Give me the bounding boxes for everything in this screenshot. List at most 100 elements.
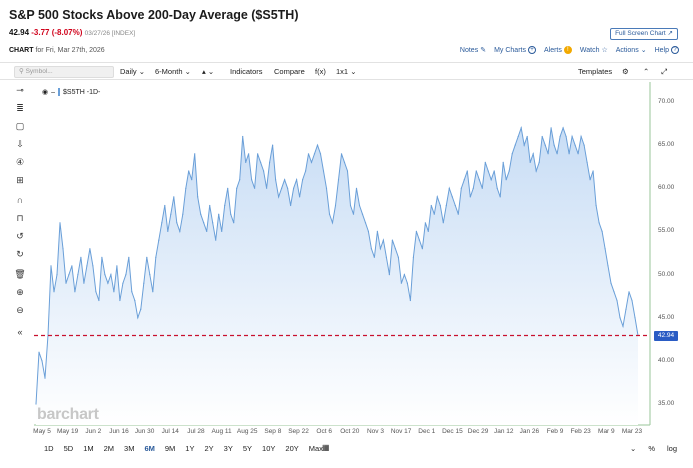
data-point xyxy=(296,179,298,181)
chart-type-select[interactable]: ▴ ⌄ xyxy=(202,67,214,76)
data-point xyxy=(538,161,540,163)
fx-button[interactable]: f(x) xyxy=(315,67,326,76)
data-point xyxy=(104,274,106,276)
data-point xyxy=(107,282,109,284)
quote-meta: 03/27/26 [INDEX] xyxy=(84,30,136,37)
range-button-max[interactable]: Max xyxy=(308,444,323,453)
data-point xyxy=(125,274,127,276)
range-button-1d[interactable]: 1D xyxy=(44,444,54,453)
pin-icon[interactable]: ⇩ xyxy=(16,139,24,149)
data-point xyxy=(305,170,307,172)
redo-icon[interactable]: ↻ xyxy=(16,249,24,259)
data-point xyxy=(424,222,426,224)
range-button-5d[interactable]: 5D xyxy=(63,444,74,453)
data-point xyxy=(562,127,564,129)
settings-icon[interactable]: ⚙ xyxy=(622,67,629,76)
period-select[interactable]: 6-Month ⌄ xyxy=(155,67,191,76)
collapse-toolbar-icon[interactable]: « xyxy=(17,327,23,337)
data-point xyxy=(496,187,498,189)
crosshair-icon[interactable]: ⊸ xyxy=(16,85,24,95)
range-button-1y[interactable]: 1Y xyxy=(185,444,195,453)
data-point xyxy=(544,144,546,146)
trash-icon[interactable]: 🗑 xyxy=(14,269,26,279)
data-point xyxy=(179,230,181,232)
notes-button[interactable]: Notes ✎ xyxy=(460,46,487,55)
scroll-icon[interactable]: ⌄ xyxy=(630,444,637,453)
log-scale-button[interactable]: log xyxy=(666,444,677,453)
compare-button[interactable]: Compare xyxy=(274,67,305,76)
data-point xyxy=(101,256,103,258)
zoom-out-icon[interactable]: ⊖ xyxy=(16,305,24,315)
collapse-icon[interactable]: ⌃ xyxy=(643,67,650,76)
pattern-icon[interactable]: ⊞ xyxy=(16,175,24,185)
interval-select[interactable]: Daily ⌄ xyxy=(120,67,145,76)
data-point xyxy=(35,403,37,405)
eye-icon[interactable]: ◉ xyxy=(42,89,49,96)
fib-icon[interactable]: ≣ xyxy=(16,103,24,113)
edit-icon: ✎ xyxy=(480,47,487,54)
layout-label: 1x1 xyxy=(336,67,349,76)
range-button-2y[interactable]: 2Y xyxy=(204,444,214,453)
data-point xyxy=(574,144,576,146)
indicators-button[interactable]: Indicators xyxy=(230,67,263,76)
range-button-3m[interactable]: 3M xyxy=(124,444,135,453)
range-button-5y[interactable]: 5Y xyxy=(242,444,253,453)
data-point xyxy=(619,317,621,319)
last-price: 42.94 xyxy=(9,28,30,37)
expand-icon[interactable]: ⤢ xyxy=(661,67,667,76)
data-point xyxy=(257,153,259,155)
label-icon[interactable]: ④ xyxy=(15,157,25,167)
data-point xyxy=(385,256,387,258)
range-button-2m[interactable]: 2M xyxy=(103,444,115,453)
data-point xyxy=(502,161,504,163)
data-point xyxy=(379,248,381,250)
undo-icon[interactable]: ↺ xyxy=(16,231,24,241)
range-button-20y[interactable]: 20Y xyxy=(285,444,299,453)
lock-icon[interactable]: ⊓ xyxy=(16,213,24,223)
alerts-button[interactable]: Alerts ! xyxy=(544,46,572,54)
range-button-6m[interactable]: 6M xyxy=(144,444,155,453)
layout-select[interactable]: 1x1 ⌄ xyxy=(336,67,356,76)
data-point xyxy=(460,187,462,189)
x-tick-label: Jul 28 xyxy=(187,428,205,435)
data-point xyxy=(484,161,486,163)
data-point xyxy=(577,153,579,155)
symbol-search-input[interactable]: ⚲ Symbol... xyxy=(14,66,114,78)
data-point xyxy=(278,196,280,198)
rectangle-icon[interactable]: ▢ xyxy=(15,121,25,131)
data-point xyxy=(553,144,555,146)
range-button-9m[interactable]: 9M xyxy=(164,444,176,453)
data-point xyxy=(442,222,444,224)
scale-options: ⌄ % log xyxy=(630,444,677,453)
magnet-icon[interactable]: ∩ xyxy=(16,195,24,205)
data-point xyxy=(514,144,516,146)
chart-for-prefix: CHART xyxy=(9,47,34,54)
data-point xyxy=(239,179,241,181)
percent-scale-button[interactable]: % xyxy=(648,444,655,453)
help-button[interactable]: Help ? xyxy=(655,46,679,54)
calendar-icon[interactable]: ▦ xyxy=(322,443,330,452)
data-point xyxy=(68,274,70,276)
data-point xyxy=(227,187,229,189)
data-point xyxy=(134,299,136,302)
data-point xyxy=(176,222,178,224)
range-button-1m[interactable]: 1M xyxy=(83,444,94,453)
data-point xyxy=(499,196,501,198)
data-point xyxy=(287,187,289,189)
data-point xyxy=(170,213,172,215)
chart-plot[interactable] xyxy=(34,82,656,427)
templates-button[interactable]: Templates xyxy=(578,67,613,76)
data-point xyxy=(242,135,244,138)
x-tick-label: Feb 9 xyxy=(546,428,564,435)
full-screen-chart-button[interactable]: Full Screen Chart ↗ xyxy=(610,28,678,40)
data-point xyxy=(263,170,265,172)
watch-button[interactable]: Watch ☆ xyxy=(580,46,608,55)
data-point xyxy=(373,256,375,258)
range-button-3y[interactable]: 3Y xyxy=(223,444,233,453)
range-button-10y[interactable]: 10Y xyxy=(262,444,276,453)
data-point xyxy=(388,274,390,276)
data-point xyxy=(200,213,202,215)
zoom-in-icon[interactable]: ⊕ xyxy=(16,287,24,297)
actions-menu[interactable]: Actions ⌄ xyxy=(616,46,647,55)
my-charts-button[interactable]: My Charts + xyxy=(494,46,536,54)
